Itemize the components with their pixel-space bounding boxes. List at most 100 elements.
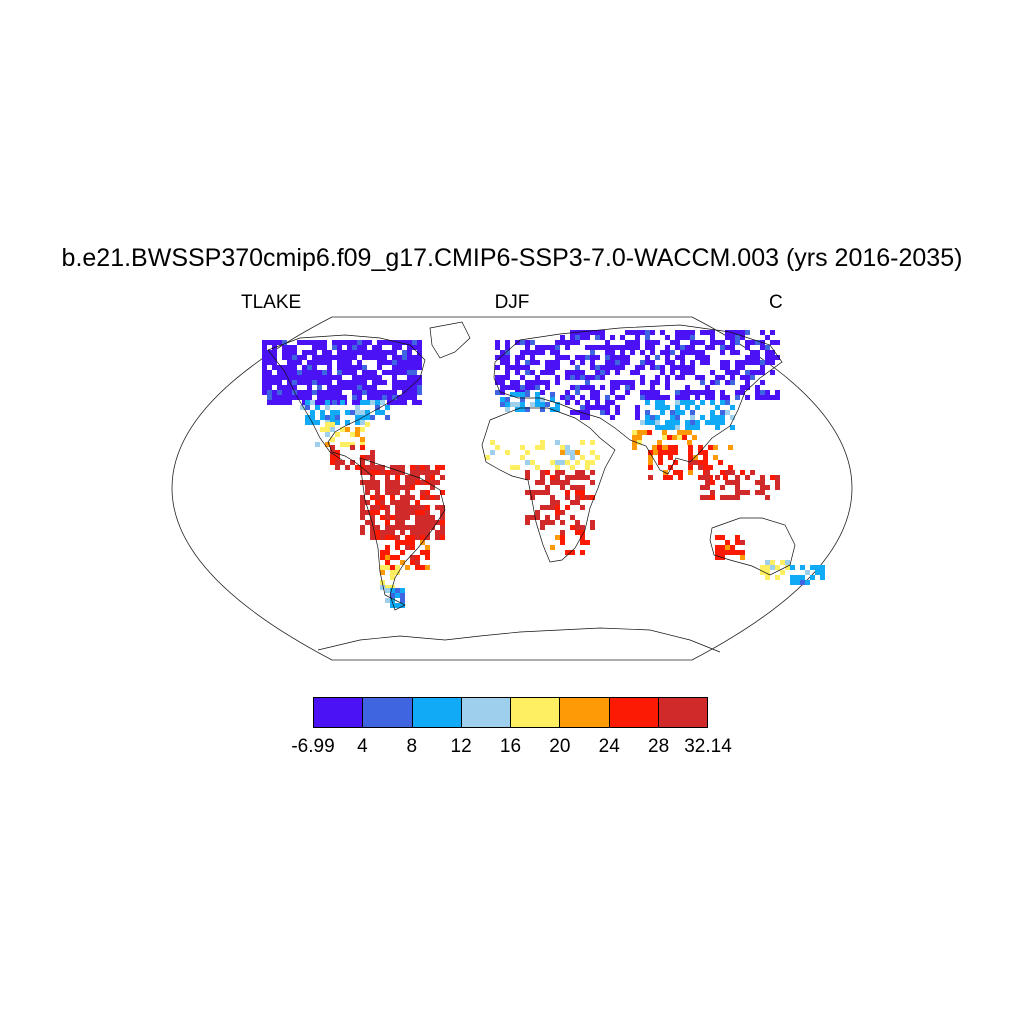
- grid-cell: [352, 395, 357, 400]
- grid-cell: [525, 515, 530, 520]
- grid-cell: [310, 410, 315, 415]
- grid-cell: [377, 360, 382, 365]
- grid-cell: [680, 350, 685, 355]
- grid-cell: [640, 360, 645, 365]
- grid-cell: [335, 450, 340, 455]
- grid-cell: [495, 445, 500, 450]
- grid-cell: [402, 350, 407, 355]
- grid-cell: [525, 450, 530, 455]
- grid-cell: [402, 395, 407, 400]
- grid-cell: [770, 330, 775, 335]
- grid-cell: [377, 375, 382, 380]
- grid-cell: [395, 570, 400, 575]
- grid-cell: [657, 445, 662, 450]
- grid-cell: [385, 588, 390, 593]
- grid-cell: [590, 375, 595, 380]
- grid-cell: [585, 380, 590, 385]
- grid-cell: [410, 485, 415, 490]
- grid-cell: [735, 395, 740, 400]
- grid-cell: [615, 380, 620, 385]
- grid-cell: [658, 460, 663, 465]
- grid-cell: [755, 395, 760, 400]
- grid-cell: [565, 355, 570, 360]
- grid-cell: [698, 460, 703, 465]
- grid-cell: [332, 340, 337, 345]
- grid-cell: [728, 465, 733, 470]
- grid-cell: [500, 350, 505, 355]
- grid-cell: [377, 365, 382, 370]
- grid-cell: [720, 485, 725, 490]
- grid-cell: [565, 395, 570, 400]
- grid-cell: [720, 400, 725, 405]
- grid-cell: [720, 410, 725, 415]
- grid-cell: [372, 355, 377, 360]
- grid-cell: [395, 540, 400, 545]
- grid-cell: [560, 480, 565, 485]
- grid-cell: [565, 400, 570, 405]
- grid-cell: [375, 525, 380, 530]
- colorbar-tick-label: 16: [499, 736, 522, 757]
- grid-cell: [705, 480, 710, 485]
- grid-cell: [322, 360, 327, 365]
- colorbar-swatch: [363, 698, 413, 727]
- grid-cell: [402, 365, 407, 370]
- grid-cell: [352, 340, 357, 345]
- grid-cell: [610, 355, 615, 360]
- grid-cell: [565, 345, 570, 350]
- grid-cell: [357, 365, 362, 370]
- grid-cell: [412, 395, 417, 400]
- grid-cell: [395, 510, 400, 515]
- grid-cell: [640, 350, 645, 355]
- grid-cell: [272, 380, 277, 385]
- grid-cell: [665, 345, 670, 350]
- grid-cell: [708, 445, 713, 450]
- grid-cell: [725, 540, 730, 545]
- grid-cell: [540, 380, 545, 385]
- grid-cell: [590, 440, 595, 445]
- grid-cell: [580, 475, 585, 480]
- grid-cell: [420, 530, 425, 535]
- grid-cell: [725, 495, 730, 500]
- grid-cell: [400, 495, 405, 500]
- grid-cell: [417, 345, 422, 350]
- grid-cell: [635, 335, 640, 340]
- grid-cell: [380, 505, 385, 510]
- grid-cell: [322, 380, 327, 385]
- grid-cell: [425, 510, 430, 515]
- grid-cell: [380, 530, 385, 535]
- grid-cell: [725, 330, 730, 335]
- grid-cell: [560, 540, 565, 545]
- grid-cell: [500, 380, 505, 385]
- grid-cell: [262, 345, 267, 350]
- grid-cell: [560, 470, 565, 475]
- grid-cell: [347, 360, 352, 365]
- grid-cell: [585, 345, 590, 350]
- grid-cell: [630, 370, 635, 375]
- grid-cell: [302, 375, 307, 380]
- grid-cell: [382, 340, 387, 345]
- grid-cell: [297, 390, 302, 395]
- grid-cell: [555, 360, 560, 365]
- units-label: C: [769, 292, 783, 313]
- grid-cell: [725, 365, 730, 370]
- grid-cell: [663, 450, 668, 455]
- grid-cell: [302, 380, 307, 385]
- grid-cell: [292, 350, 297, 355]
- grid-cell: [435, 495, 440, 500]
- grid-cell: [655, 425, 660, 430]
- grid-cell: [390, 495, 395, 500]
- grid-cell: [580, 470, 585, 475]
- grid-cell: [505, 375, 510, 380]
- grid-cell: [435, 505, 440, 510]
- grid-cell: [545, 485, 550, 490]
- grid-cell: [650, 330, 655, 335]
- grid-cell: [520, 445, 525, 450]
- grid-cell: [420, 565, 425, 570]
- grid-cell: [385, 535, 390, 540]
- grid-cell: [397, 345, 402, 350]
- grid-cell: [720, 340, 725, 345]
- grid-cell: [565, 370, 570, 375]
- grid-cell: [335, 415, 340, 420]
- grid-cell: [740, 390, 745, 395]
- grid-cell: [640, 375, 645, 380]
